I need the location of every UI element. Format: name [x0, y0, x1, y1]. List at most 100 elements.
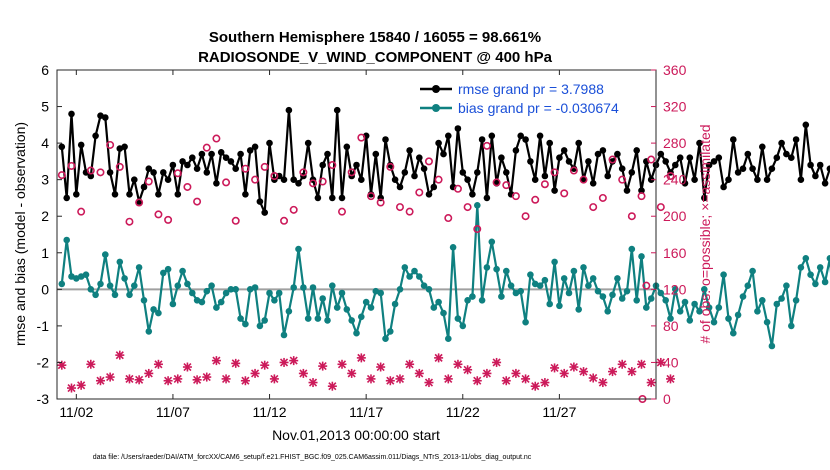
bias-point: [788, 322, 795, 330]
rmse-point: [565, 158, 573, 165]
bias-point: [358, 313, 365, 321]
obs-assimilated-point: [627, 367, 637, 377]
chart-subtitle: RADIOSONDE_V_WIND_COMPONENT @ 400 hPa: [198, 49, 553, 66]
obs-possible-point: [647, 155, 656, 164]
obs-assimilated-point: [579, 367, 589, 377]
bias-point: [556, 302, 563, 310]
obs-possible-point: [502, 181, 511, 190]
bias-point: [208, 282, 215, 290]
y-tick-label: -2: [37, 354, 50, 370]
bias-point: [618, 295, 626, 302]
bias-point: [232, 286, 239, 293]
rmse-point: [174, 191, 182, 198]
obs-assimilated-point: [395, 374, 405, 384]
bias-point: [411, 267, 418, 275]
bias-point: [628, 245, 636, 253]
obs-assimilated-point: [173, 374, 183, 384]
rmse-point: [459, 169, 467, 176]
rmse-point: [783, 150, 790, 158]
bias-point: [474, 202, 481, 209]
bias-point: [295, 245, 302, 253]
rmse-point: [87, 172, 95, 180]
rmse-point: [759, 143, 766, 151]
obs-assimilated-point: [124, 374, 134, 384]
rmse-point: [445, 132, 452, 140]
bias-point: [614, 275, 621, 282]
obs-assimilated-point: [472, 376, 482, 386]
bias-point: [667, 315, 674, 322]
bias-point: [807, 271, 814, 279]
obs-assimilated-point: [665, 374, 675, 384]
bias-point: [826, 255, 830, 262]
footnote: data file: /Users/raeder/DAI/ATM_forcXX/…: [93, 454, 532, 461]
rmse-point: [242, 191, 249, 198]
bias-point: [140, 297, 148, 304]
rmse-point: [705, 161, 713, 169]
obs-possible-point: [173, 169, 182, 178]
x-tick-label: 11/22: [446, 404, 480, 420]
bias-point: [174, 282, 182, 290]
rmse-point: [102, 114, 109, 121]
bias-point: [145, 328, 153, 335]
obs-possible-point: [251, 175, 260, 184]
obs-assimilated-point: [192, 375, 202, 385]
rmse-point: [454, 125, 462, 132]
bias-point: [507, 282, 515, 290]
rmse-point: [672, 161, 679, 169]
y2-tick-label: 0: [663, 391, 671, 407]
bias-point: [701, 286, 708, 293]
obs-assimilated-point: [559, 368, 569, 378]
bias-point: [633, 297, 640, 304]
rmse-point: [797, 176, 805, 183]
bias-point: [290, 284, 298, 291]
bias-point: [710, 318, 718, 326]
rmse-point: [599, 147, 607, 154]
bias-point: [116, 258, 124, 266]
obs-assimilated-point: [637, 359, 647, 369]
rmse-point: [580, 176, 587, 183]
y-tick-label: 2: [41, 208, 49, 224]
rmse-point: [314, 194, 322, 202]
rmse-point: [164, 176, 172, 183]
rmse-point: [812, 172, 819, 180]
plot-frame: [56, 69, 657, 400]
obs-possible-point: [405, 207, 414, 216]
bias-point: [585, 282, 592, 290]
obs-possible-point: [280, 216, 289, 225]
bias-point: [87, 286, 95, 293]
obs-possible-point: [444, 214, 453, 223]
bias-point: [546, 300, 553, 308]
x-tick-label: 11/17: [349, 404, 383, 420]
bias-point: [420, 282, 428, 290]
rmse-point: [589, 180, 597, 187]
y2-tick-label: 240: [663, 172, 687, 188]
rmse-point: [111, 191, 119, 198]
rmse-point: [536, 132, 544, 140]
rmse-point: [382, 136, 389, 143]
bias-point: [459, 322, 467, 330]
bias-point: [594, 287, 602, 295]
y2-tick-label: 360: [663, 62, 687, 78]
obs-assimilated-point: [521, 374, 531, 384]
rmse-point: [290, 176, 298, 183]
bias-point: [739, 293, 747, 300]
bias-point: [580, 264, 587, 271]
bias-point: [565, 289, 573, 297]
bias-point: [464, 297, 471, 304]
obs-possible-point: [395, 203, 404, 212]
bias-point: [382, 335, 389, 343]
obs-assimilated-point: [269, 374, 279, 384]
obs-assimilated-point: [231, 358, 241, 368]
rmse-point: [464, 176, 471, 183]
rmse-point: [594, 150, 602, 158]
y-tick-label: 4: [41, 135, 49, 151]
obs-possible-point: [492, 178, 501, 187]
bias-point: [343, 306, 351, 313]
obs-possible-point: [415, 188, 424, 197]
obs-possible-point: [135, 198, 144, 207]
bias-point: [164, 265, 172, 273]
rmse-point: [106, 169, 114, 176]
obs-possible-point: [589, 203, 598, 212]
rmse-point: [425, 191, 433, 198]
bias-point: [517, 287, 524, 295]
